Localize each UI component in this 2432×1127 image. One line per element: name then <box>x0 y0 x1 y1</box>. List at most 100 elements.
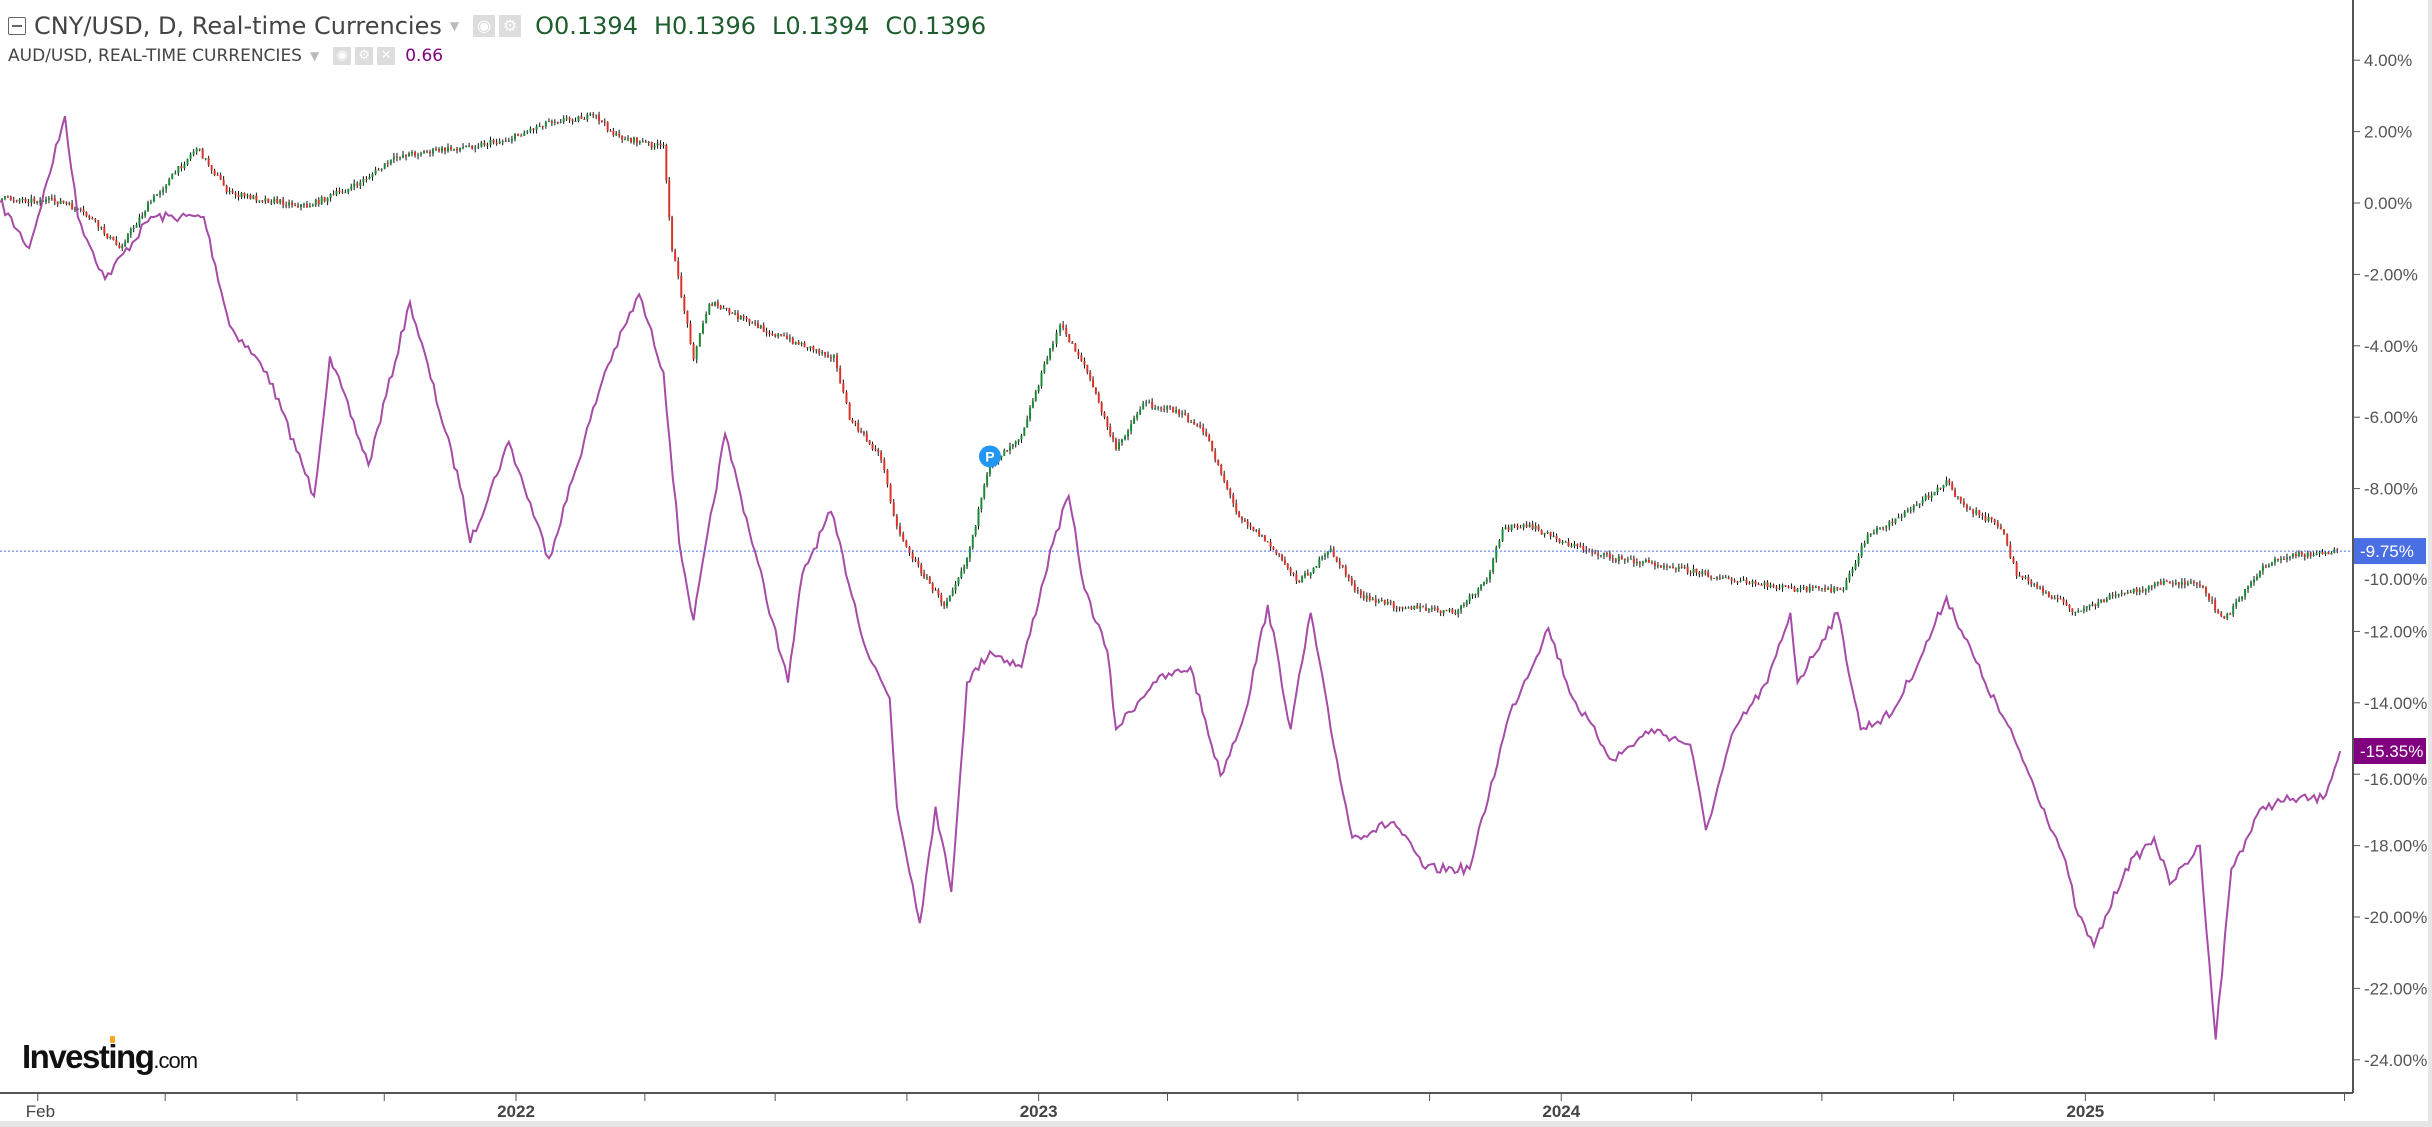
candle <box>719 305 722 309</box>
candle <box>2258 571 2261 577</box>
candle <box>627 138 630 140</box>
candle <box>544 121 547 127</box>
candle <box>192 151 195 155</box>
candle <box>2186 583 2189 585</box>
candle <box>2192 581 2195 584</box>
eye-icon[interactable]: ◉ <box>333 47 352 65</box>
candle <box>88 215 91 219</box>
candle <box>615 133 618 136</box>
p-marker-circle[interactable] <box>978 445 1001 468</box>
candle <box>362 178 365 183</box>
candle <box>1552 535 1555 537</box>
candle <box>2006 534 2009 545</box>
candle <box>2123 592 2126 594</box>
close-icon[interactable]: ✕ <box>377 47 396 65</box>
candle <box>1718 577 1721 579</box>
candle <box>338 190 341 192</box>
candle <box>1065 327 1068 335</box>
candle <box>1972 509 1975 514</box>
candle <box>2141 590 2144 592</box>
candle <box>1962 501 1965 505</box>
candle <box>603 121 606 123</box>
candle <box>144 211 147 216</box>
candle <box>432 148 435 154</box>
candle <box>1757 583 1760 585</box>
y-tick-label: -2.00% <box>2364 265 2418 284</box>
candle <box>812 346 815 351</box>
candle <box>1695 568 1698 573</box>
candle <box>1772 585 1775 587</box>
candle <box>974 526 977 536</box>
candle <box>708 303 711 315</box>
candle <box>1836 587 1839 589</box>
candle <box>1796 588 1799 592</box>
collapse-icon[interactable] <box>8 17 26 35</box>
candle <box>377 169 380 171</box>
candle <box>1059 324 1062 333</box>
candle <box>1787 586 1790 588</box>
candle <box>2250 582 2253 587</box>
candle <box>109 236 112 239</box>
candle <box>213 170 216 175</box>
candle <box>1386 601 1389 605</box>
candle <box>1401 607 1404 609</box>
candle <box>1781 585 1784 588</box>
candle <box>2220 613 2223 616</box>
chevron-down-icon[interactable]: ▼ <box>449 19 460 33</box>
candle <box>210 165 213 171</box>
y-axis[interactable]: 4.00% 2.00% 0.00% -2.00% -4.00% -6.00% -8.00% -… <box>2353 51 2427 1070</box>
candle <box>1543 532 1546 535</box>
candle <box>2327 552 2330 555</box>
candle <box>1582 545 1585 550</box>
candle <box>1252 526 1255 531</box>
x-axis[interactable]: Feb 2022 2023 2024 2025 <box>26 1093 2346 1121</box>
candle <box>754 322 757 324</box>
candle <box>1175 410 1178 413</box>
candle <box>121 246 124 249</box>
candle <box>523 132 526 136</box>
candle <box>771 333 774 335</box>
candle <box>836 355 839 368</box>
candle <box>501 141 504 143</box>
candle <box>1488 571 1491 580</box>
candle <box>1103 412 1106 418</box>
candle <box>937 590 940 595</box>
p-marker[interactable]: P <box>978 445 1001 468</box>
candle <box>803 342 806 348</box>
candle <box>526 131 529 133</box>
candle <box>1051 343 1054 349</box>
candle <box>1353 583 1356 590</box>
candle <box>911 553 914 560</box>
chevron-down-icon[interactable]: ▼ <box>309 49 320 63</box>
candle <box>429 151 432 154</box>
candle <box>1969 508 1972 510</box>
candle <box>914 559 917 561</box>
eye-icon[interactable]: ◉ <box>473 15 496 37</box>
candle <box>1181 413 1184 415</box>
candle <box>785 335 788 339</box>
candle <box>1071 342 1074 344</box>
candle <box>240 192 243 198</box>
candle <box>695 346 698 360</box>
candle <box>279 199 282 203</box>
candle <box>1525 524 1528 527</box>
candle <box>2036 584 2039 588</box>
candle <box>683 296 686 311</box>
candle <box>1558 539 1561 543</box>
gear-icon[interactable]: ⚙ <box>499 15 522 37</box>
gear-icon[interactable]: ⚙ <box>355 47 374 65</box>
candle <box>671 217 674 251</box>
candle <box>267 198 270 203</box>
compare-series-title[interactable]: AUD/USD, REAL-TIME CURRENCIES <box>8 46 302 66</box>
candle <box>751 322 754 324</box>
candle <box>2100 599 2103 603</box>
candle <box>1471 594 1474 596</box>
candle <box>797 342 800 345</box>
candle <box>1332 548 1335 557</box>
candle <box>1217 459 1220 466</box>
candle <box>600 120 603 122</box>
y-tick-label: -14.00% <box>2364 694 2427 713</box>
candle <box>395 156 398 158</box>
main-series-title[interactable]: CNY/USD, D, Real-time Currencies <box>34 12 442 40</box>
